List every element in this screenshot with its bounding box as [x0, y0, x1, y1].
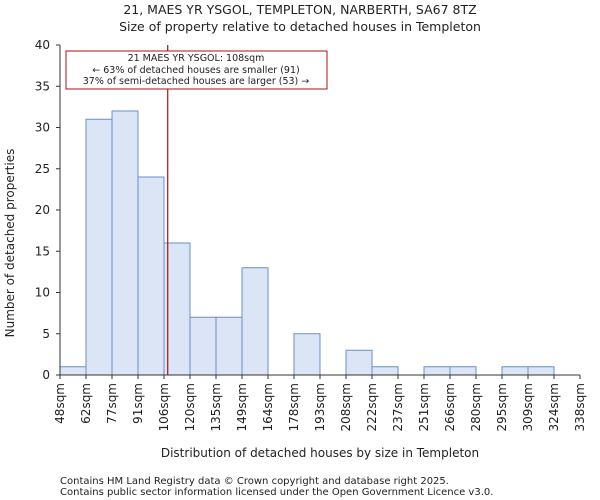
y-tick-label: 25	[35, 162, 50, 176]
bar-178sqm	[293, 333, 321, 376]
x-tick-label: 280sqm	[469, 383, 483, 431]
x-tick-label: 77sqm	[105, 383, 119, 424]
y-tick-label: 20	[35, 203, 50, 217]
x-tick-label: 48sqm	[53, 383, 67, 424]
x-tick-label: 237sqm	[391, 383, 405, 431]
x-tick-label: 120sqm	[183, 383, 197, 431]
bars-group	[59, 110, 555, 376]
bar-120sqm	[189, 316, 217, 376]
y-tick-label: 5	[42, 327, 50, 341]
bar-309sqm	[527, 366, 555, 376]
x-tick-label: 178sqm	[287, 383, 301, 431]
annotation-line-2: ← 63% of detached houses are smaller (91…	[92, 65, 299, 76]
bar-135sqm	[215, 316, 243, 376]
x-tick-label: 324sqm	[547, 383, 561, 431]
chart-title: 21, MAES YR YSGOL, TEMPLETON, NARBERTH, …	[123, 2, 476, 17]
bar-295sqm	[501, 366, 529, 376]
x-tick-label: 266sqm	[443, 383, 457, 431]
y-tick-label: 30	[35, 121, 50, 135]
bar-48sqm	[59, 366, 87, 376]
marker-group: 21 MAES YR YSGOL: 108sqm← 63% of detache…	[65, 45, 328, 375]
y-axis: 0 5 10 15 20 25 30 35 40	[35, 38, 61, 382]
y-tick-label: 0	[42, 368, 50, 382]
footer-line-2: Contains public sector information licen…	[60, 487, 493, 498]
bar-62sqm	[85, 118, 113, 376]
annotation-box	[65, 50, 328, 90]
y-tick-label: 15	[35, 244, 50, 258]
x-axis-label: Distribution of detached houses by size …	[161, 446, 479, 460]
bar-222sqm	[371, 366, 399, 376]
x-tick-label: 164sqm	[261, 383, 275, 431]
bar-91sqm	[137, 176, 165, 376]
x-tick-label: 149sqm	[235, 383, 249, 431]
x-tick-label: 62sqm	[79, 383, 93, 424]
bar-106sqm	[163, 242, 191, 376]
x-tick-label: 309sqm	[521, 383, 535, 431]
y-tick-label: 40	[35, 38, 50, 52]
y-axis-label: Number of detached properties	[3, 149, 17, 338]
x-axis: 48sqm 62sqm 77sqm 91sqm 106sqm 120sqm 135sqm 14…	[53, 374, 587, 431]
x-tick-label: 193sqm	[313, 383, 327, 431]
x-tick-label: 338sqm	[573, 383, 587, 431]
x-tick-label: 106sqm	[157, 383, 171, 431]
bar-149sqm	[241, 267, 269, 376]
footer-line-1: Contains HM Land Registry data © Crown c…	[60, 476, 449, 487]
y-tick-label: 10	[35, 286, 50, 300]
x-tick-label: 208sqm	[339, 383, 353, 431]
y-tick-label: 35	[35, 79, 50, 93]
bar-251sqm	[423, 366, 451, 376]
annotation-line-1: 21 MAES YR YSGOL: 108sqm	[128, 53, 265, 64]
x-tick-label: 295sqm	[495, 383, 509, 431]
annotation-line-3: 37% of semi-detached houses are larger (…	[83, 76, 310, 87]
x-tick-label: 91sqm	[131, 383, 145, 424]
bar-266sqm	[449, 366, 477, 376]
x-tick-label: 135sqm	[209, 383, 223, 431]
bar-208sqm	[345, 349, 373, 376]
x-tick-label: 251sqm	[417, 383, 431, 431]
chart-subtitle: Size of property relative to detached ho…	[119, 19, 481, 34]
x-tick-label: 222sqm	[365, 383, 379, 431]
bar-77sqm	[111, 110, 139, 376]
